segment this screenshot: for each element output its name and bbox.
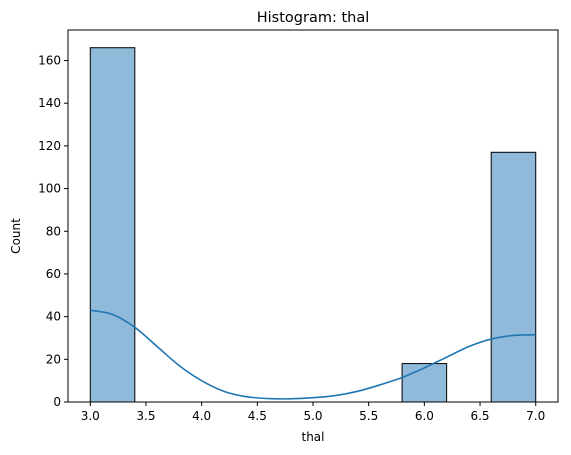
y-axis: 0 20 40 60 80 100 120 140 160 [38,54,68,409]
x-tick-label: 5.5 [359,409,378,423]
x-tick-label: 6.0 [415,409,434,423]
x-tick-label: 3.5 [136,409,155,423]
y-tick-label: 100 [38,182,61,196]
y-tick-label: 120 [38,139,61,153]
y-tick-label: 160 [38,54,61,68]
y-axis-label: Count [9,218,23,254]
histogram-bar-0 [89,47,136,403]
histogram-bar-9 [490,151,537,403]
y-tick-label: 80 [46,224,61,238]
histogram-bar-7 [401,363,448,403]
y-tick-label: 60 [46,267,61,281]
y-tick-label: 0 [53,395,61,409]
kde-line [90,309,536,400]
x-tick-label: 7.0 [526,409,545,423]
y-tick-label: 20 [46,352,61,366]
x-tick-label: 5.0 [303,409,322,423]
kde-group [90,309,536,400]
x-tick-label: 3.0 [81,409,100,423]
plot-frame [67,29,559,403]
x-tick-label: 4.5 [248,409,267,423]
y-tick-label: 140 [38,96,61,110]
bars-group [89,47,537,403]
chart-title: Histogram: thal [257,10,370,26]
x-axis: 3.0 3.5 4.0 4.5 5.0 5.5 6.0 6.5 7.0 [81,402,545,423]
x-tick-label: 6.5 [470,409,489,423]
x-axis-label: thal [302,430,325,444]
x-tick-label: 4.0 [192,409,211,423]
y-tick-label: 40 [46,310,61,324]
